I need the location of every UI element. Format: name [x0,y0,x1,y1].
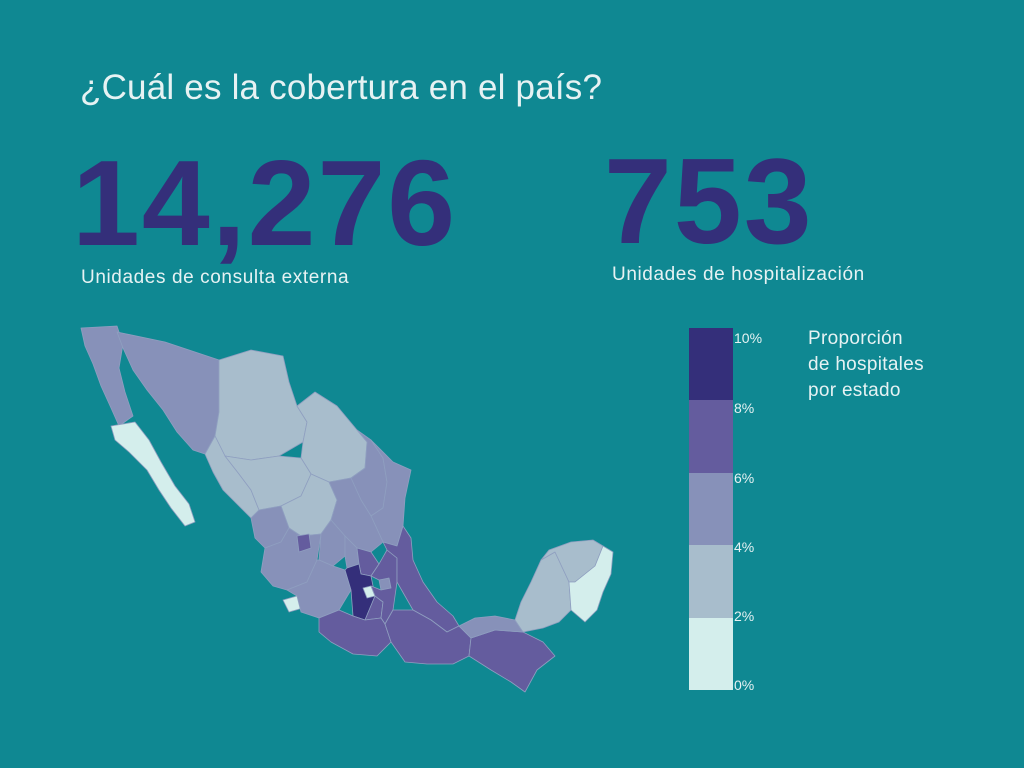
legend-swatch [689,400,733,473]
state-oaxaca [384,609,472,665]
legend-tick-label: 2% [734,608,755,624]
state-baja-california-sur [110,421,196,527]
state-chiapas [468,629,556,693]
state-chihuahua [214,349,308,461]
legend-tick-label: 10% [734,330,763,346]
legend-tick-label: 6% [734,470,755,486]
legend-swatch [689,472,733,546]
legend-swatch [689,617,733,690]
legend-title-line: de hospitales [808,354,924,375]
hospital-units-count: 753 [604,133,814,269]
legend-tick-label: 4% [734,539,755,555]
legend-color-scale [689,328,733,690]
legend-title-line: Proporción [808,328,903,349]
state-aguascalientes [296,533,312,553]
legend-title: Proporción de hospitales por estado [808,326,924,404]
hospital-units-label: Unidades de hospitalización [612,264,865,285]
legend-swatch [689,328,733,401]
legend-tick-label: 0% [734,677,755,693]
outpatient-units-label: Unidades de consulta externa [81,267,350,288]
mexico-choropleth-map [75,320,620,695]
outpatient-units-count: 14,276 [72,135,458,271]
legend-swatch [689,545,733,618]
page-question: ¿Cuál es la cobertura en el país? [80,68,603,107]
legend-tick-label: 8% [734,400,755,416]
state-estado-de-mexico [344,563,376,621]
state-quintana-roo [568,545,614,623]
legend-title-line: por estado [808,380,901,401]
